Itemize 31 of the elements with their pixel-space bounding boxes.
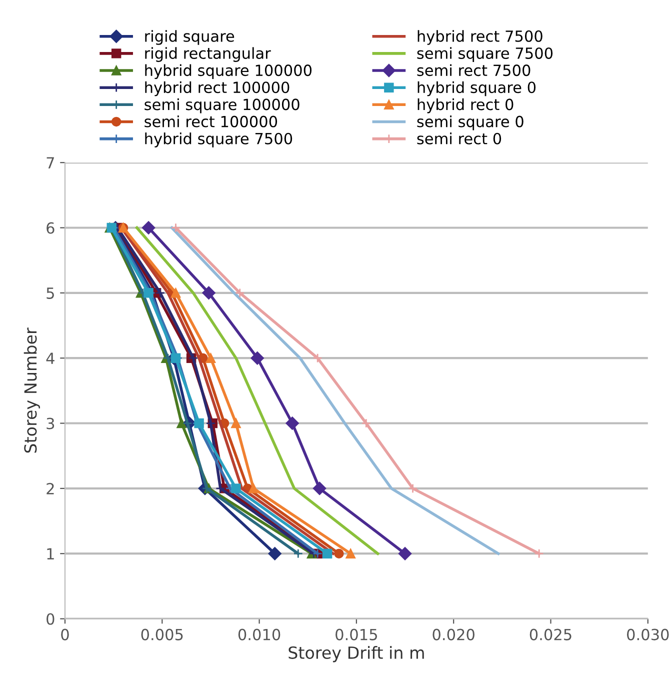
legend-label: rigid square: [145, 30, 234, 45]
legend-label: hybrid square 100000: [145, 64, 312, 80]
legend-label: semi rect 7500: [417, 64, 530, 76]
x-tick-label: 0.010: [238, 628, 280, 640]
y-tick-label: 0: [46, 613, 54, 625]
legend-label: semi rect 0: [417, 132, 502, 144]
y-tick-label: 4: [46, 352, 54, 364]
y-tick-label: 1: [47, 548, 54, 560]
legend-label: semi square 0: [417, 115, 524, 130]
legend-label: hybrid rect 0: [418, 98, 514, 114]
y-tick-label: 7: [46, 157, 54, 168]
legend-label: hybrid square 7500: [145, 132, 292, 148]
legend-label: hybrid rect 100000: [145, 81, 290, 96]
x-tick-label: 0.005: [141, 628, 183, 640]
legend-label: semi square 7500: [417, 47, 553, 62]
x-tick-label: 0.030: [627, 628, 669, 640]
legend-label: rigid rectangular: [145, 47, 271, 62]
y-tick-label: 3: [46, 418, 54, 430]
y-tick-label: 5: [46, 288, 54, 299]
y-axis-title: Storey Number: [24, 328, 40, 453]
x-tick-label: 0.025: [530, 628, 572, 640]
y-tick-label: 6: [46, 222, 54, 234]
legend-label: semi rect 100000: [144, 115, 278, 128]
legend-label: hybrid square 0: [418, 81, 536, 96]
legend-label: hybrid rect 7500: [418, 30, 542, 45]
x-axis-title: Storey Drift in m: [288, 646, 424, 662]
x-tick-label: 0.020: [432, 628, 474, 640]
x-tick-label: 0.015: [336, 628, 377, 640]
y-tick-label: 2: [46, 482, 54, 494]
legend-label: semi square 100000: [144, 98, 300, 114]
x-tick-label: 0: [61, 628, 69, 640]
